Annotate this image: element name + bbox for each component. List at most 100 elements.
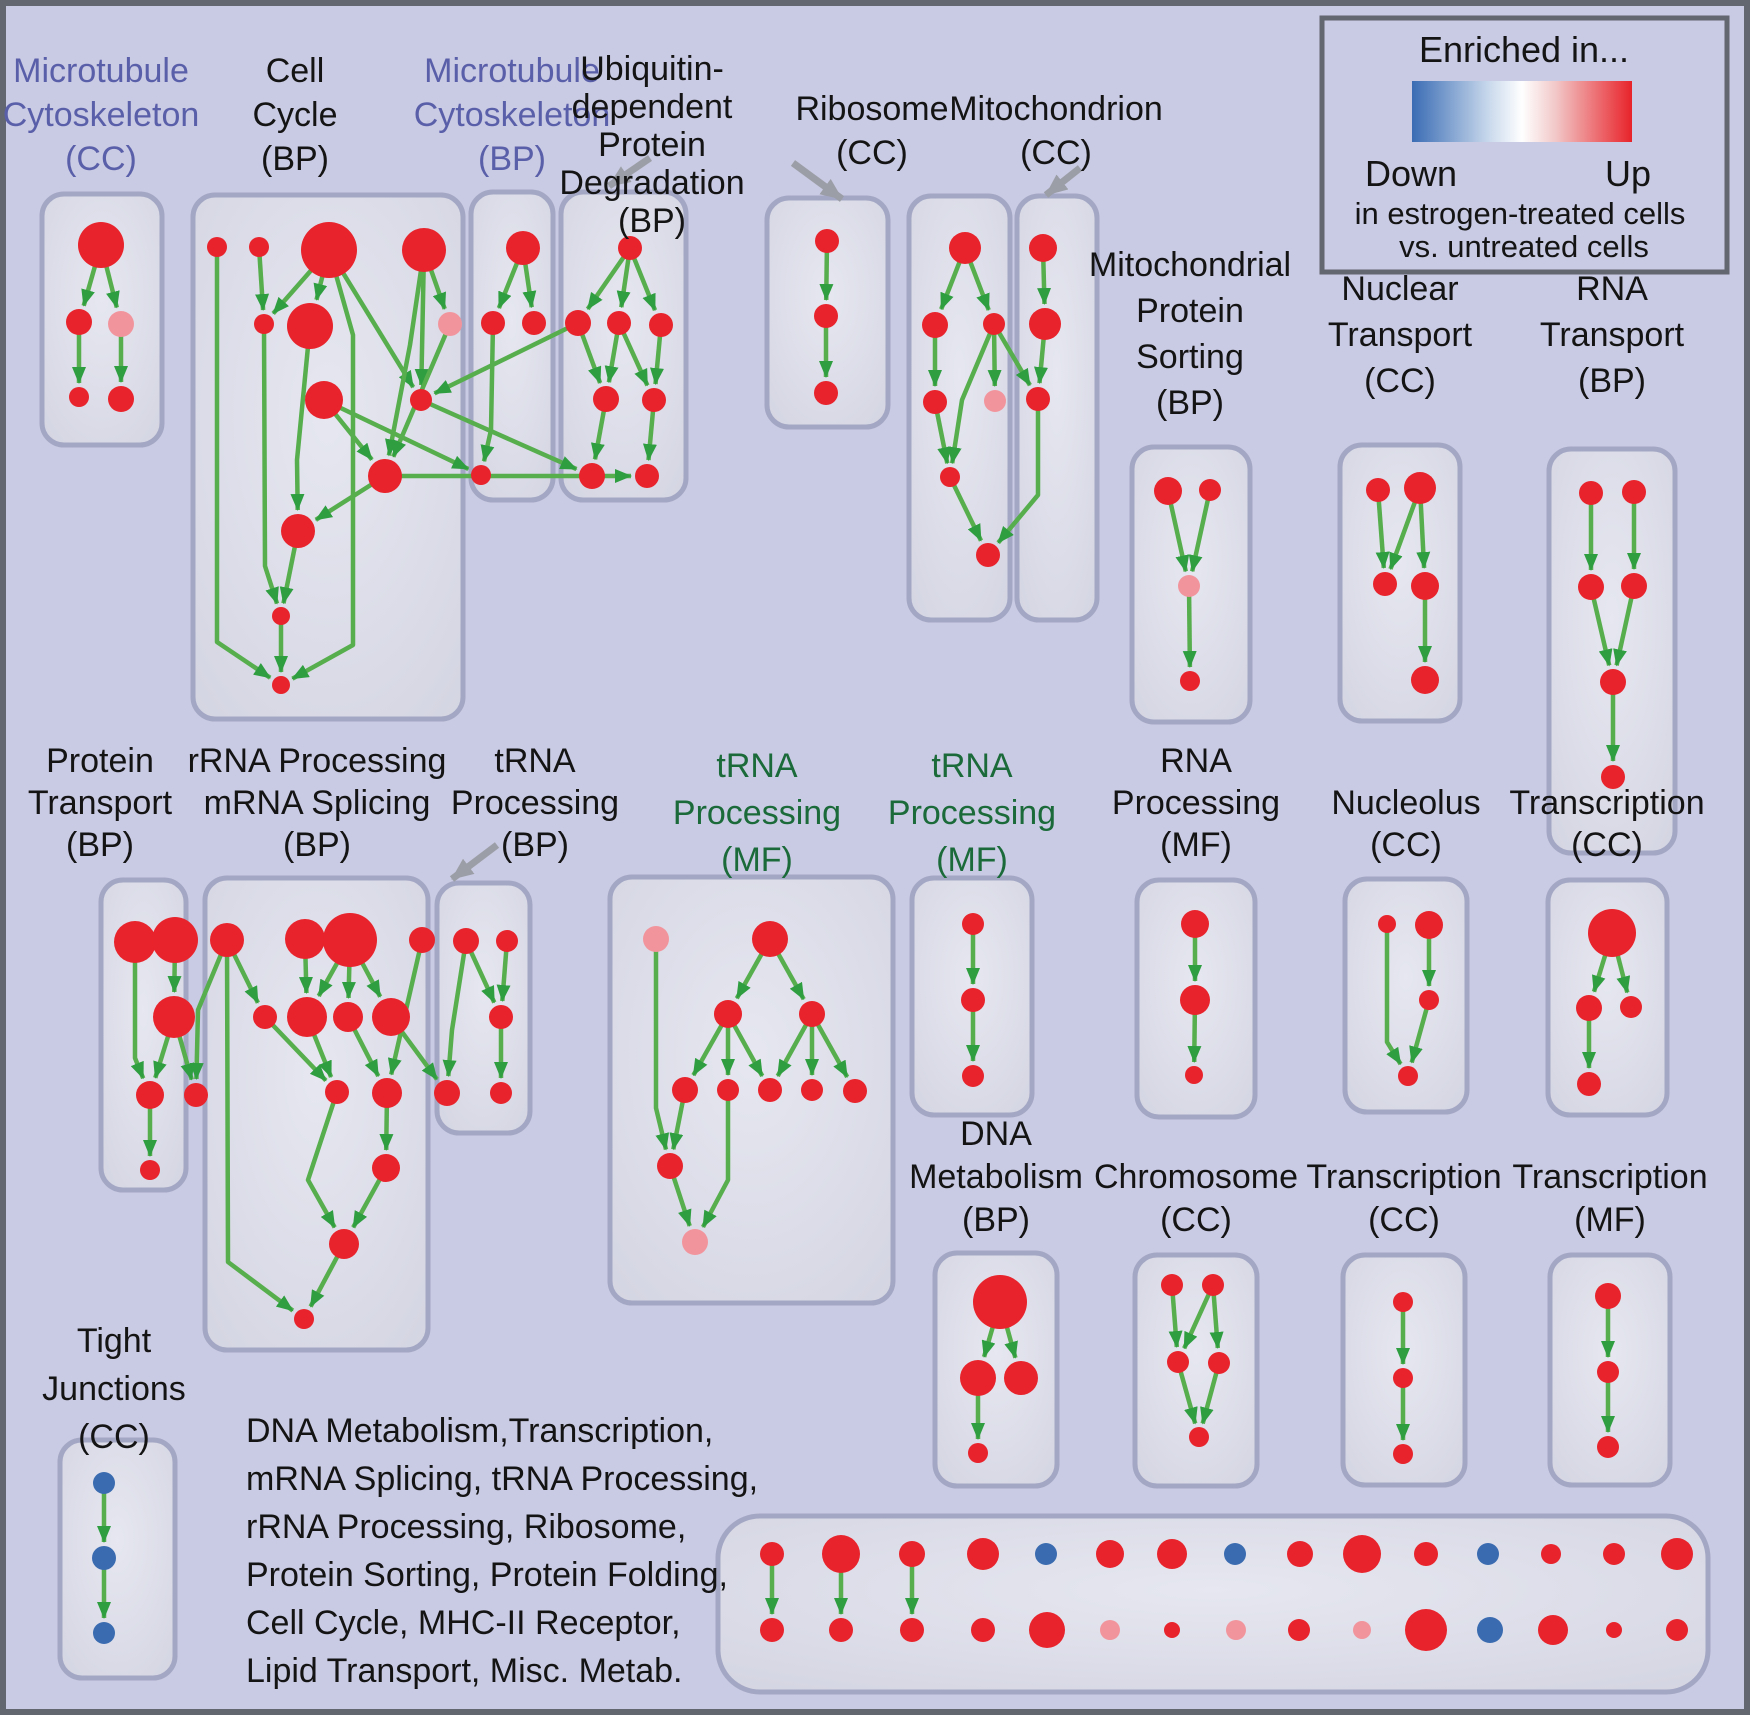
cluster-label-line: Tight	[77, 1322, 152, 1360]
node-k4	[1208, 1352, 1230, 1374]
edge-u1-u2	[585, 246, 632, 311]
node-a3	[108, 311, 134, 337]
node-c4	[471, 465, 491, 485]
cluster-label-line: Degradation	[559, 164, 744, 202]
node-k5	[1189, 1427, 1209, 1447]
node-b8	[305, 381, 343, 419]
node-z2	[1597, 1361, 1619, 1383]
node-q2	[285, 919, 325, 959]
cluster-label-line: Metabolism	[909, 1158, 1083, 1196]
node-i3	[1620, 996, 1642, 1018]
cluster-label-line: (BP)	[283, 826, 351, 864]
edge-q1-p5	[189, 939, 230, 1080]
node-v15	[1661, 1538, 1693, 1570]
edge-r3-m3	[992, 322, 1032, 387]
node-u5	[593, 386, 619, 412]
edge-s2-s3	[1188, 489, 1213, 573]
node-e4	[799, 1001, 825, 1027]
cluster-box-nuclear-transport	[1337, 442, 1463, 724]
cluster-label-line: Sorting	[1136, 338, 1244, 376]
cluster-label-line: tRNA	[494, 742, 576, 780]
cluster-label-line: (MF)	[936, 841, 1008, 879]
node-b5	[254, 314, 274, 334]
node-x12	[1477, 1617, 1503, 1643]
node-v1	[760, 1542, 784, 1566]
node-h1	[1378, 915, 1396, 933]
annotation-line: Lipid Transport, Misc. Metab.	[246, 1652, 683, 1690]
cluster-label-line: (CC)	[1364, 362, 1436, 400]
edge-e1-e10	[653, 939, 670, 1151]
cluster-label-line: Transcription	[1512, 1158, 1707, 1196]
node-u6	[642, 388, 666, 412]
node-v3	[899, 1541, 925, 1567]
node-m2	[1029, 308, 1061, 340]
cluster-box-nucleolus	[1342, 876, 1470, 1115]
node-x9	[1288, 1619, 1310, 1641]
node-p3	[153, 996, 195, 1038]
cluster-box-dna-metabolism	[932, 1250, 1060, 1489]
node-e6	[717, 1079, 739, 1101]
node-j3	[1004, 1361, 1038, 1395]
node-x5	[1029, 1612, 1065, 1648]
node-r2	[922, 312, 948, 338]
node-j2	[960, 1360, 996, 1396]
cluster-label-chromosome: Chromosome (CC)	[1094, 1158, 1298, 1239]
node-b2	[249, 237, 269, 257]
node-w1	[93, 1472, 115, 1494]
cluster-label-line: (BP)	[962, 1201, 1030, 1239]
node-u1	[618, 236, 642, 260]
cluster-label-line: (CC)	[65, 140, 137, 178]
node-e9	[843, 1079, 867, 1103]
annotation-text-block: DNA Metabolism,Transcription, mRNA Splici…	[246, 1412, 758, 1690]
node-s2	[1199, 479, 1221, 501]
node-b10	[368, 459, 402, 493]
cluster-label-rna-processing-mf: RNA Processing (MF)	[1112, 742, 1280, 864]
node-f3	[962, 1065, 984, 1087]
node-x7	[1164, 1622, 1180, 1638]
node-v4	[967, 1538, 999, 1570]
node-r3	[983, 313, 1005, 335]
node-a2	[66, 309, 92, 335]
cluster-label-line: Transport	[1540, 316, 1685, 354]
node-z3	[1597, 1436, 1619, 1458]
cluster-label-line: Cytoskeleton	[414, 96, 611, 134]
label-pointer-arrow-2	[790, 160, 845, 202]
cluster-label-line: Microtubule	[424, 52, 600, 90]
edge-b2-b5	[255, 246, 270, 311]
cluster-label-line: Protein	[1136, 292, 1244, 330]
node-x15	[1666, 1619, 1688, 1641]
node-v8	[1224, 1543, 1246, 1565]
node-u3	[607, 311, 631, 335]
edge-q5-q9	[263, 1015, 328, 1083]
cluster-label-line: Cycle	[252, 96, 337, 134]
node-l3	[1393, 1444, 1413, 1464]
annotation-line: DNA Metabolism,Transcription,	[246, 1412, 713, 1450]
node-v12	[1477, 1543, 1499, 1565]
cluster-label-transcription-mf-bot: Transcription (MF)	[1512, 1158, 1707, 1239]
node-ct3	[489, 1005, 513, 1029]
node-b11	[281, 514, 315, 548]
node-l1	[1393, 1292, 1413, 1312]
edge-h1-h4	[1384, 924, 1403, 1066]
cluster-box-tight-junctions	[57, 1437, 178, 1681]
cluster-label-line: Protein	[598, 126, 706, 164]
cluster-label-line: (BP)	[1578, 362, 1646, 400]
node-u8	[635, 464, 659, 488]
edge-p1-p4	[130, 942, 146, 1080]
annotation-line: mRNA Splicing, tRNA Processing,	[246, 1460, 758, 1498]
cluster-label-line: (CC)	[78, 1418, 150, 1456]
edge-b1-b13	[214, 247, 272, 680]
edge-s3-s4	[1182, 585, 1197, 668]
node-e10	[657, 1153, 683, 1179]
node-b3	[301, 222, 357, 278]
node-q8	[372, 998, 410, 1036]
legend-subtitle-2: vs. untreated cells	[1399, 229, 1649, 264]
node-b1	[207, 237, 227, 257]
node-m3	[1026, 387, 1050, 411]
node-n1	[1366, 478, 1390, 502]
node-u2	[565, 310, 591, 336]
edge-t4-t5	[1613, 585, 1637, 667]
edge-b5-b12	[261, 323, 280, 605]
